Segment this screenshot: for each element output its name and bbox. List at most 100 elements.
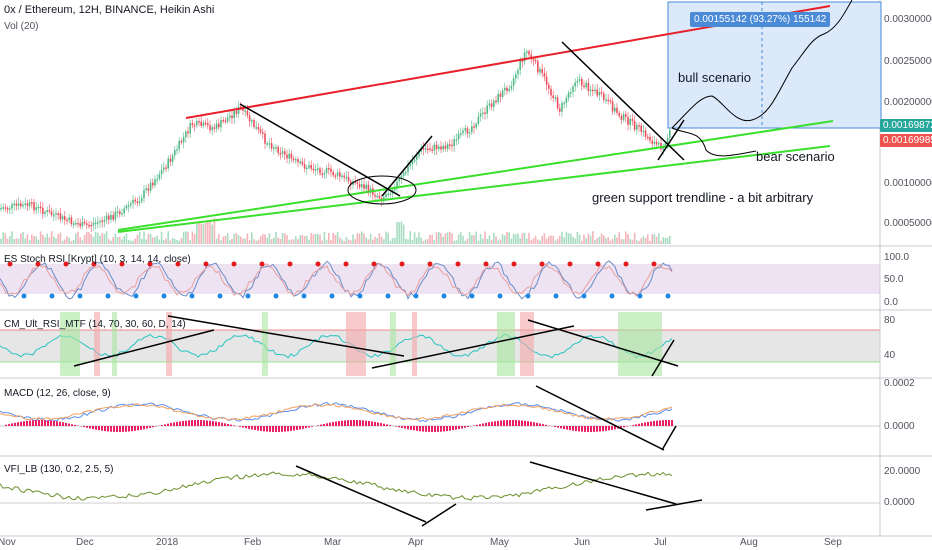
- candle-body: [26, 203, 29, 207]
- candle-body: [266, 143, 268, 145]
- volume-bar: [44, 237, 46, 244]
- candle-body: [576, 80, 579, 83]
- volume-bar: [215, 238, 218, 244]
- volume-bar: [653, 234, 656, 244]
- macd-hist-bar: [188, 420, 190, 426]
- support-note-text[interactable]: green support trendline - a bit arbitrar…: [592, 190, 814, 205]
- vfi-label[interactable]: VFI_LB (130, 0.2, 2.5, 5): [4, 464, 114, 475]
- macd-hist-bar: [143, 426, 145, 430]
- volume-bar: [9, 236, 11, 244]
- vfi-downtrend-2[interactable]: [529, 461, 677, 505]
- volume-label[interactable]: Vol (20): [4, 21, 39, 32]
- macd-hist-bar: [116, 426, 118, 432]
- candle-body: [42, 207, 44, 214]
- support-trendline-lower[interactable]: [117, 145, 831, 233]
- candle-body: [292, 158, 295, 161]
- candle-body: [622, 114, 625, 120]
- macd-downtrend[interactable]: [535, 385, 665, 451]
- vfi-downtrend-1[interactable]: [295, 465, 427, 523]
- candle-body: [141, 198, 143, 202]
- macd-hist-bar: [230, 424, 232, 426]
- bear-scenario-text[interactable]: bear scenario: [756, 149, 835, 164]
- macd-hist-bar: [311, 426, 313, 427]
- rsi-uptrend-2[interactable]: [371, 325, 575, 369]
- candle-body: [512, 78, 515, 86]
- macd-hist-bar: [431, 426, 433, 432]
- rsi-breakout[interactable]: [651, 339, 675, 377]
- macd-hist-bar: [524, 420, 526, 426]
- stoch-label[interactable]: ES Stoch RSI [Krypt] (10, 3, 14, 14, clo…: [4, 254, 191, 265]
- candle-body: [548, 84, 550, 89]
- stoch-oversold-dot: [441, 293, 447, 299]
- candle-body: [501, 90, 504, 97]
- macd-hist-bar: [536, 422, 538, 426]
- time-tick: Aug: [740, 537, 758, 548]
- volume-bar: [614, 234, 616, 244]
- volume-bar: [6, 238, 9, 244]
- volume-bar: [257, 239, 260, 244]
- rsi-uptrend-1[interactable]: [73, 329, 215, 367]
- vfi-line: [0, 471, 673, 501]
- vfi-breakout-1[interactable]: [421, 503, 457, 527]
- candle-body: [182, 137, 185, 143]
- volume-bar: [75, 233, 77, 244]
- macd-hist-bar: [20, 421, 22, 426]
- downtrend-line-1[interactable]: [239, 103, 401, 197]
- candle-body: [647, 136, 649, 139]
- candle-body: [123, 208, 125, 214]
- breakout-line-2[interactable]: [657, 119, 685, 161]
- candle-body: [174, 150, 176, 156]
- stoch-overbought-dot: [595, 261, 601, 267]
- bull-scenario-text[interactable]: bull scenario: [678, 70, 751, 85]
- volume-bar: [46, 233, 48, 244]
- macd-label[interactable]: MACD (12, 26, close, 9): [4, 388, 111, 399]
- candle-body: [585, 82, 587, 88]
- macd-tick-1: 0.0002: [884, 378, 915, 389]
- volume-bar: [517, 233, 519, 244]
- volume-bar: [352, 234, 354, 244]
- stoch-oversold-dot: [581, 293, 587, 299]
- bull-scenario-path[interactable]: [671, 0, 853, 129]
- candle-body: [570, 92, 572, 94]
- downtrend-line-2[interactable]: [561, 41, 685, 161]
- volume-bar: [20, 233, 22, 244]
- candle-body: [20, 203, 22, 207]
- candle-body: [374, 194, 376, 197]
- macd-hist-bar: [575, 426, 577, 432]
- candle-body: [528, 51, 530, 55]
- rsi-downtrend-2[interactable]: [527, 319, 679, 367]
- candle-body: [17, 203, 20, 206]
- candle-body: [251, 120, 253, 122]
- candle-body: [215, 123, 218, 129]
- volume-bar: [543, 233, 546, 244]
- volume-bar: [647, 234, 649, 244]
- bear-scenario-path[interactable]: [671, 127, 757, 157]
- candle-body: [180, 140, 183, 143]
- candle-body: [530, 54, 532, 59]
- support-trendline-upper[interactable]: [117, 120, 834, 231]
- candle-body: [644, 130, 647, 137]
- volume-bar: [372, 239, 374, 244]
- volume-bar: [596, 237, 598, 244]
- vfi-breakout-2[interactable]: [645, 499, 703, 511]
- symbol-title[interactable]: 0x / Ethereum, 12H, BINANCE, Heikin Ashi: [4, 4, 215, 16]
- volume-bar: [70, 240, 73, 244]
- macd-hist-bar: [257, 426, 259, 431]
- candle-body: [598, 92, 601, 96]
- volume-bar: [380, 236, 383, 244]
- rsi-label[interactable]: CM_Ult_RSI_MTF (14, 70, 30, 60, D, 14): [4, 319, 186, 330]
- volume-bar: [270, 239, 273, 244]
- candle-body: [563, 102, 565, 105]
- macd-hist-bar: [638, 423, 640, 426]
- macd-hist-bar: [326, 423, 328, 426]
- candle-body: [246, 110, 249, 116]
- candle-body: [213, 127, 216, 129]
- volume-bar: [92, 236, 95, 244]
- rsi-downtrend-1[interactable]: [167, 315, 405, 357]
- candle-body: [427, 148, 429, 150]
- macd-breakout[interactable]: [661, 425, 677, 451]
- breakout-line-1[interactable]: [381, 135, 433, 197]
- macd-hist-bar: [239, 426, 241, 427]
- bottom-circle[interactable]: [347, 175, 417, 205]
- measure-label: 0.00155142 (93.27%) 155142: [690, 12, 831, 27]
